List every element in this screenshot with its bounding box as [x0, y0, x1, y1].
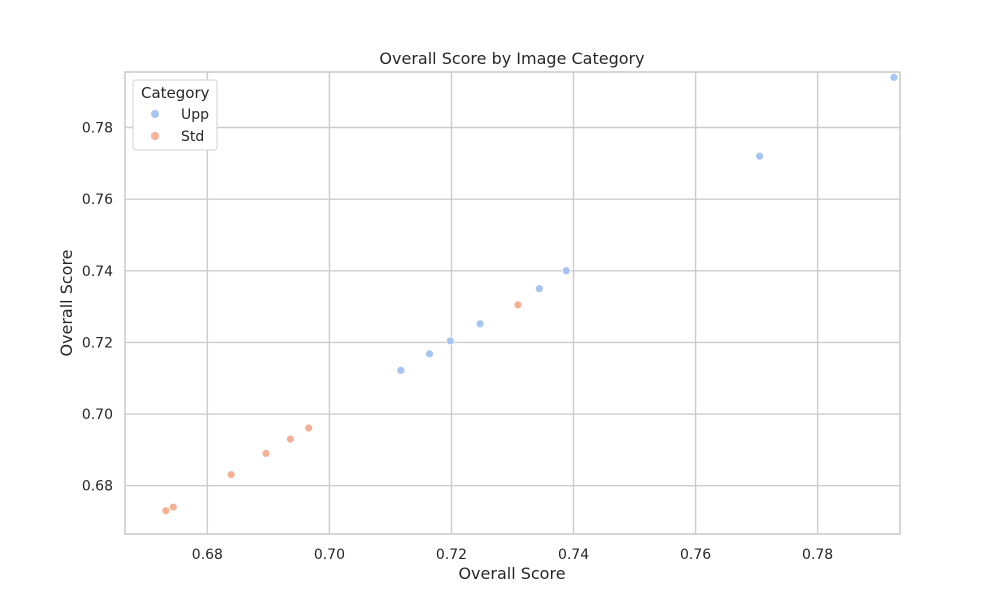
y-tick-labels: 0.68 0.70 0.72 0.74 0.76 0.78	[82, 121, 113, 495]
legend-title: Category	[141, 84, 210, 102]
data-point-std	[168, 502, 178, 512]
legend-label-upp: Upp	[181, 107, 209, 123]
data-point-upp	[445, 336, 455, 346]
x-tick-label: 0.68	[192, 547, 223, 563]
x-tick-label: 0.72	[436, 547, 467, 563]
chart-title: Overall Score by Image Category	[379, 49, 644, 68]
plot-area	[124, 71, 901, 535]
grid-lines	[125, 72, 900, 534]
legend-marker-upp	[151, 110, 159, 118]
data-point-std	[226, 470, 236, 479]
x-tick-label: 0.74	[558, 547, 589, 563]
y-tick-label: 0.78	[82, 121, 113, 137]
data-points	[161, 72, 899, 516]
data-point-upp	[561, 266, 571, 276]
y-tick-label: 0.70	[82, 407, 113, 423]
legend-marker-std	[151, 132, 159, 140]
legend-label-std: Std	[181, 129, 204, 145]
y-axis-label: Overall Score	[57, 249, 76, 356]
x-tick-label: 0.70	[314, 547, 345, 563]
data-point-upp	[755, 151, 765, 161]
data-point-upp	[534, 284, 544, 294]
y-tick-label: 0.72	[82, 335, 113, 351]
data-point-upp	[396, 365, 406, 375]
data-point-std	[513, 300, 523, 310]
data-point-std	[285, 434, 295, 444]
legend: Category Upp Std	[132, 79, 218, 151]
x-tick-label: 0.78	[802, 547, 833, 563]
y-tick-label: 0.68	[82, 479, 113, 495]
data-point-std	[161, 506, 171, 516]
y-tick-label: 0.76	[82, 192, 113, 208]
x-axis-label: Overall Score	[458, 564, 565, 583]
x-tick-label: 0.76	[680, 547, 711, 563]
y-tick-label: 0.74	[82, 264, 113, 280]
data-point-std	[261, 449, 271, 458]
data-point-std	[304, 423, 314, 433]
x-tick-labels: 0.68 0.70 0.72 0.74 0.76 0.78	[192, 547, 833, 563]
data-point-upp	[889, 72, 899, 82]
data-point-upp	[425, 349, 434, 359]
data-point-upp	[475, 319, 485, 329]
